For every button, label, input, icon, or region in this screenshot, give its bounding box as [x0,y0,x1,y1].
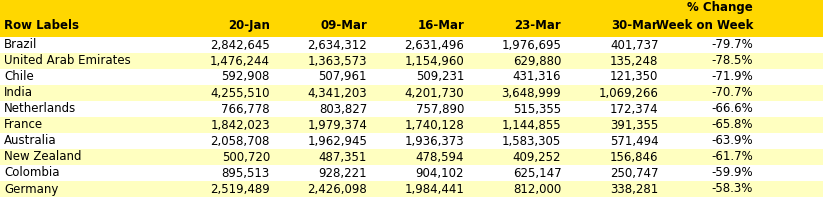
Text: 625,147: 625,147 [513,166,561,179]
Text: -61.7%: -61.7% [711,151,753,164]
Text: 487,351: 487,351 [319,151,367,164]
Text: France: France [4,119,44,132]
Text: 1,583,305: 1,583,305 [502,135,561,148]
Text: 2,519,489: 2,519,489 [210,182,270,195]
Text: 250,747: 250,747 [610,166,658,179]
Text: 2,634,312: 2,634,312 [307,38,367,51]
Text: -70.7%: -70.7% [711,86,753,99]
Text: 1,363,573: 1,363,573 [308,55,367,68]
Text: -78.5%: -78.5% [712,55,753,68]
Text: 338,281: 338,281 [610,182,658,195]
Text: 766,778: 766,778 [221,102,270,115]
Bar [0,69,823,85]
Text: Row Labels: Row Labels [4,19,79,32]
Text: -66.6%: -66.6% [711,102,753,115]
Text: 928,221: 928,221 [319,166,367,179]
Text: 121,350: 121,350 [610,71,658,84]
Text: Chile: Chile [4,71,34,84]
Text: Colombia: Colombia [4,166,59,179]
Text: -63.9%: -63.9% [711,135,753,148]
Text: 629,880: 629,880 [513,55,561,68]
Text: 135,248: 135,248 [610,55,658,68]
Text: 172,374: 172,374 [610,102,658,115]
Text: 30-Mar: 30-Mar [611,19,658,32]
Bar [0,133,823,149]
Text: 1,740,128: 1,740,128 [404,119,464,132]
Text: 1,936,373: 1,936,373 [405,135,464,148]
Text: 507,961: 507,961 [319,71,367,84]
Bar [0,181,823,197]
Text: 592,908: 592,908 [221,71,270,84]
Text: 4,201,730: 4,201,730 [405,86,464,99]
Text: 812,000: 812,000 [513,182,561,195]
Text: 500,720: 500,720 [221,151,270,164]
Bar [0,149,823,165]
Text: 391,355: 391,355 [610,119,658,132]
Bar [0,117,823,133]
Text: 571,494: 571,494 [610,135,658,148]
Bar [0,37,823,53]
Text: 1,069,266: 1,069,266 [598,86,658,99]
Bar [0,0,823,37]
Text: 478,594: 478,594 [416,151,464,164]
Text: 895,513: 895,513 [221,166,270,179]
Text: New Zealand: New Zealand [4,151,81,164]
Text: 1,144,855: 1,144,855 [502,119,561,132]
Text: -65.8%: -65.8% [712,119,753,132]
Text: Brazil: Brazil [4,38,38,51]
Text: 515,355: 515,355 [514,102,561,115]
Text: 409,252: 409,252 [513,151,561,164]
Text: United Arab Emirates: United Arab Emirates [4,55,131,68]
Text: -79.7%: -79.7% [711,38,753,51]
Text: 20-Jan: 20-Jan [228,19,270,32]
Text: 23-Mar: 23-Mar [514,19,561,32]
Text: -59.9%: -59.9% [711,166,753,179]
Text: 3,648,999: 3,648,999 [501,86,561,99]
Text: 1,984,441: 1,984,441 [404,182,464,195]
Text: 2,842,645: 2,842,645 [210,38,270,51]
Text: Netherlands: Netherlands [4,102,77,115]
Text: % Change: % Change [687,1,753,14]
Text: -58.3%: -58.3% [712,182,753,195]
Text: 509,231: 509,231 [416,71,464,84]
Text: 1,962,945: 1,962,945 [307,135,367,148]
Text: 4,255,510: 4,255,510 [211,86,270,99]
Text: 757,890: 757,890 [416,102,464,115]
Text: 904,102: 904,102 [416,166,464,179]
Text: 803,827: 803,827 [319,102,367,115]
Bar [0,85,823,101]
Bar [0,165,823,181]
Text: 1,976,695: 1,976,695 [501,38,561,51]
Text: 16-Mar: 16-Mar [417,19,464,32]
Text: -71.9%: -71.9% [711,71,753,84]
Bar [0,53,823,69]
Text: India: India [4,86,33,99]
Text: 09-Mar: 09-Mar [320,19,367,32]
Text: 2,058,708: 2,058,708 [211,135,270,148]
Text: Germany: Germany [4,182,58,195]
Text: 156,846: 156,846 [610,151,658,164]
Text: 1,842,023: 1,842,023 [211,119,270,132]
Text: 401,737: 401,737 [610,38,658,51]
Text: 1,154,960: 1,154,960 [404,55,464,68]
Text: 2,426,098: 2,426,098 [307,182,367,195]
Text: 4,341,203: 4,341,203 [308,86,367,99]
Text: 431,316: 431,316 [513,71,561,84]
Text: 1,476,244: 1,476,244 [210,55,270,68]
Bar [0,101,823,117]
Text: Australia: Australia [4,135,57,148]
Text: 1,979,374: 1,979,374 [307,119,367,132]
Text: 2,631,496: 2,631,496 [404,38,464,51]
Text: Week on Week: Week on Week [656,19,753,32]
